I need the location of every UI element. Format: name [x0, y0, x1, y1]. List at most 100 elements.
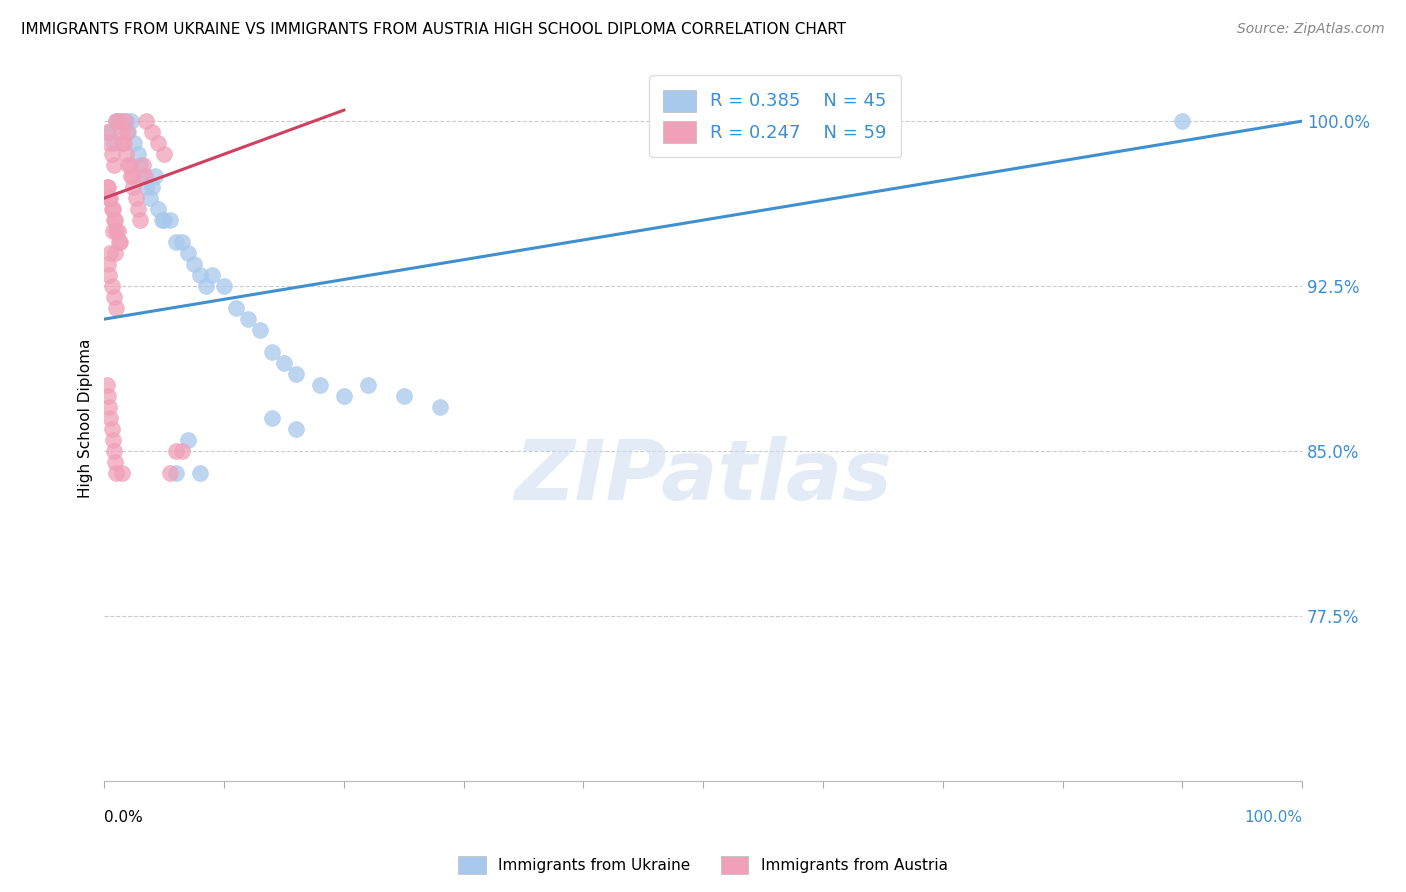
Point	[98, 125, 121, 139]
Point	[98, 191, 121, 205]
Point	[153, 147, 176, 161]
Point	[165, 444, 187, 458]
Point	[188, 268, 211, 282]
Point	[165, 466, 187, 480]
Point	[104, 455, 127, 469]
Point	[118, 158, 141, 172]
Point	[96, 180, 118, 194]
Point	[101, 433, 124, 447]
Point	[105, 301, 128, 315]
Point	[165, 235, 187, 249]
Point	[357, 378, 380, 392]
Point	[98, 246, 121, 260]
Point	[135, 114, 157, 128]
Point	[249, 323, 271, 337]
Text: IMMIGRANTS FROM UKRAINE VS IMMIGRANTS FROM AUSTRIA HIGH SCHOOL DIPLOMA CORRELATI: IMMIGRANTS FROM UKRAINE VS IMMIGRANTS FR…	[21, 22, 846, 37]
Point	[98, 400, 121, 414]
Point	[143, 169, 166, 183]
Point	[201, 268, 224, 282]
Point	[1171, 114, 1194, 128]
Point	[273, 356, 295, 370]
Point	[111, 114, 134, 128]
Point	[159, 213, 181, 227]
Point	[97, 389, 120, 403]
Point	[285, 422, 308, 436]
Point	[115, 125, 138, 139]
Point	[111, 136, 134, 150]
Point	[103, 158, 125, 172]
Point	[107, 114, 129, 128]
Point	[117, 125, 139, 139]
Point	[153, 213, 176, 227]
Legend: Immigrants from Ukraine, Immigrants from Austria: Immigrants from Ukraine, Immigrants from…	[453, 850, 953, 880]
Point	[110, 125, 132, 139]
Point	[134, 169, 156, 183]
Point	[107, 224, 129, 238]
Point	[172, 235, 194, 249]
Point	[105, 114, 128, 128]
Point	[129, 158, 152, 172]
Point	[124, 191, 146, 205]
Point	[97, 257, 120, 271]
Point	[141, 125, 163, 139]
Point	[98, 268, 121, 282]
Point	[225, 301, 247, 315]
Point	[100, 422, 122, 436]
Point	[103, 136, 125, 150]
Point	[100, 147, 122, 161]
Point	[98, 191, 121, 205]
Point	[97, 180, 120, 194]
Point	[115, 147, 138, 161]
Text: Source: ZipAtlas.com: Source: ZipAtlas.com	[1237, 22, 1385, 37]
Point	[98, 136, 121, 150]
Point	[195, 279, 218, 293]
Point	[98, 411, 121, 425]
Point	[111, 466, 134, 480]
Point	[105, 466, 128, 480]
Point	[177, 433, 200, 447]
Point	[131, 158, 153, 172]
Text: ZIPatlas: ZIPatlas	[515, 435, 893, 516]
Point	[188, 466, 211, 480]
Point	[105, 224, 128, 238]
Point	[150, 213, 173, 227]
Point	[121, 169, 143, 183]
Point	[131, 169, 153, 183]
Point	[392, 389, 415, 403]
Point	[96, 378, 118, 392]
Point	[148, 202, 170, 216]
Point	[107, 114, 129, 128]
Point	[104, 213, 127, 227]
Point	[112, 136, 135, 150]
Point	[101, 202, 124, 216]
Point	[101, 224, 124, 238]
Point	[96, 125, 118, 139]
Point	[117, 158, 139, 172]
Point	[103, 444, 125, 458]
Point	[115, 114, 138, 128]
Point	[127, 202, 149, 216]
Point	[285, 367, 308, 381]
Point	[429, 400, 451, 414]
Point	[120, 114, 142, 128]
Point	[122, 180, 145, 194]
Point	[127, 147, 149, 161]
Point	[236, 312, 259, 326]
Point	[135, 180, 157, 194]
Point	[103, 213, 125, 227]
Point	[100, 202, 122, 216]
Legend: R = 0.385    N = 45, R = 0.247    N = 59: R = 0.385 N = 45, R = 0.247 N = 59	[650, 75, 901, 157]
Point	[139, 191, 162, 205]
Point	[103, 290, 125, 304]
Point	[183, 257, 205, 271]
Point	[333, 389, 356, 403]
Point	[108, 235, 131, 249]
Point	[148, 136, 170, 150]
Point	[141, 180, 163, 194]
Point	[107, 235, 129, 249]
Point	[172, 444, 194, 458]
Point	[105, 114, 128, 128]
Point	[124, 136, 146, 150]
Point	[159, 466, 181, 480]
Point	[177, 246, 200, 260]
